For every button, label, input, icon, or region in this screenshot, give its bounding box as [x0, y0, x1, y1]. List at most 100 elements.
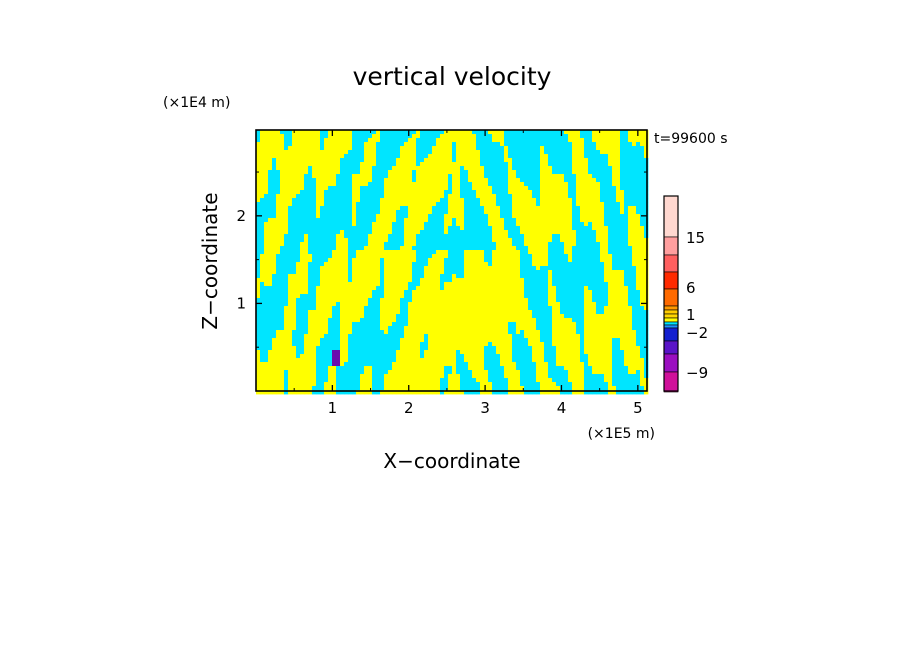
field-cell — [376, 242, 381, 247]
field-cell — [548, 230, 553, 235]
field-cell — [416, 326, 421, 331]
field-cell — [284, 226, 289, 231]
field-cell — [488, 178, 493, 183]
field-cell — [556, 322, 561, 327]
field-cell — [256, 286, 261, 291]
field-cell — [280, 274, 285, 279]
field-cell — [556, 134, 561, 139]
field-cell — [460, 226, 465, 231]
field-cell — [636, 234, 641, 239]
field-cell — [320, 202, 325, 207]
field-cell — [480, 214, 485, 219]
field-cell — [436, 282, 441, 287]
field-cell — [372, 314, 377, 319]
field-cell — [292, 218, 297, 223]
field-cell — [352, 194, 357, 199]
field-cell — [336, 138, 341, 143]
field-cell — [572, 230, 577, 235]
field-cell — [528, 310, 533, 315]
field-cell — [356, 262, 361, 267]
field-cell — [364, 222, 369, 227]
field-cell — [428, 162, 433, 167]
field-cell — [600, 162, 605, 167]
field-cell — [344, 278, 349, 283]
field-cell — [612, 322, 617, 327]
field-cell — [352, 322, 357, 327]
field-cell — [364, 154, 369, 159]
field-cell — [460, 246, 465, 251]
field-cell — [376, 206, 381, 211]
field-cell — [380, 326, 385, 331]
field-cell — [564, 238, 569, 243]
field-cell — [272, 222, 277, 227]
field-cell — [256, 330, 261, 335]
field-cell — [536, 310, 541, 315]
field-cell — [528, 318, 533, 323]
field-cell — [596, 210, 601, 215]
field-cell — [272, 154, 277, 159]
field-cell — [516, 186, 521, 191]
field-cell — [584, 238, 589, 243]
field-cell — [380, 174, 385, 179]
field-cell — [452, 278, 457, 283]
field-cell — [428, 298, 433, 303]
field-cell — [572, 290, 577, 295]
field-cell — [528, 206, 533, 211]
field-cell — [328, 274, 333, 279]
field-cell — [376, 302, 381, 307]
field-cell — [564, 286, 569, 291]
field-cell — [532, 170, 537, 175]
field-cell — [392, 278, 397, 283]
field-cell — [296, 194, 301, 199]
field-cell — [468, 258, 473, 263]
field-cell — [488, 142, 493, 147]
field-cell — [332, 262, 337, 267]
field-cell — [576, 270, 581, 275]
field-cell — [536, 318, 541, 323]
field-cell — [388, 138, 393, 143]
field-cell — [580, 294, 585, 299]
field-cell — [300, 222, 305, 227]
field-cell — [620, 298, 625, 303]
field-cell — [572, 174, 577, 179]
field-cell — [636, 326, 641, 331]
field-cell — [520, 214, 525, 219]
field-cell — [540, 178, 545, 183]
field-cell — [392, 302, 397, 307]
field-cell — [540, 138, 545, 143]
field-cell — [496, 190, 501, 195]
field-cell — [476, 154, 481, 159]
field-cell — [488, 322, 493, 327]
field-cell — [588, 182, 593, 187]
field-cell — [624, 298, 629, 303]
field-cell — [276, 214, 281, 219]
field-cell — [592, 214, 597, 219]
field-cell — [548, 142, 553, 147]
field-cell — [264, 266, 269, 271]
field-cell — [332, 286, 337, 291]
field-cell — [496, 166, 501, 171]
field-cell — [564, 246, 569, 251]
field-cell — [580, 162, 585, 167]
field-cell — [296, 170, 301, 175]
field-cell — [524, 326, 529, 331]
field-cell — [336, 154, 341, 159]
field-cell — [352, 158, 357, 163]
field-cell — [516, 286, 521, 291]
field-cell — [460, 162, 465, 167]
field-cell — [308, 194, 313, 199]
field-cell — [484, 202, 489, 207]
field-cell — [320, 274, 325, 279]
field-cell — [532, 250, 537, 255]
field-cell — [616, 326, 621, 331]
field-cell — [340, 210, 345, 215]
field-cell — [284, 210, 289, 215]
field-cell — [476, 142, 481, 147]
field-cell — [524, 210, 529, 215]
field-cell — [544, 154, 549, 159]
field-cell — [272, 230, 277, 235]
field-cell — [372, 318, 377, 323]
field-cell — [352, 294, 357, 299]
field-cell — [540, 310, 545, 315]
field-cell — [440, 318, 445, 323]
